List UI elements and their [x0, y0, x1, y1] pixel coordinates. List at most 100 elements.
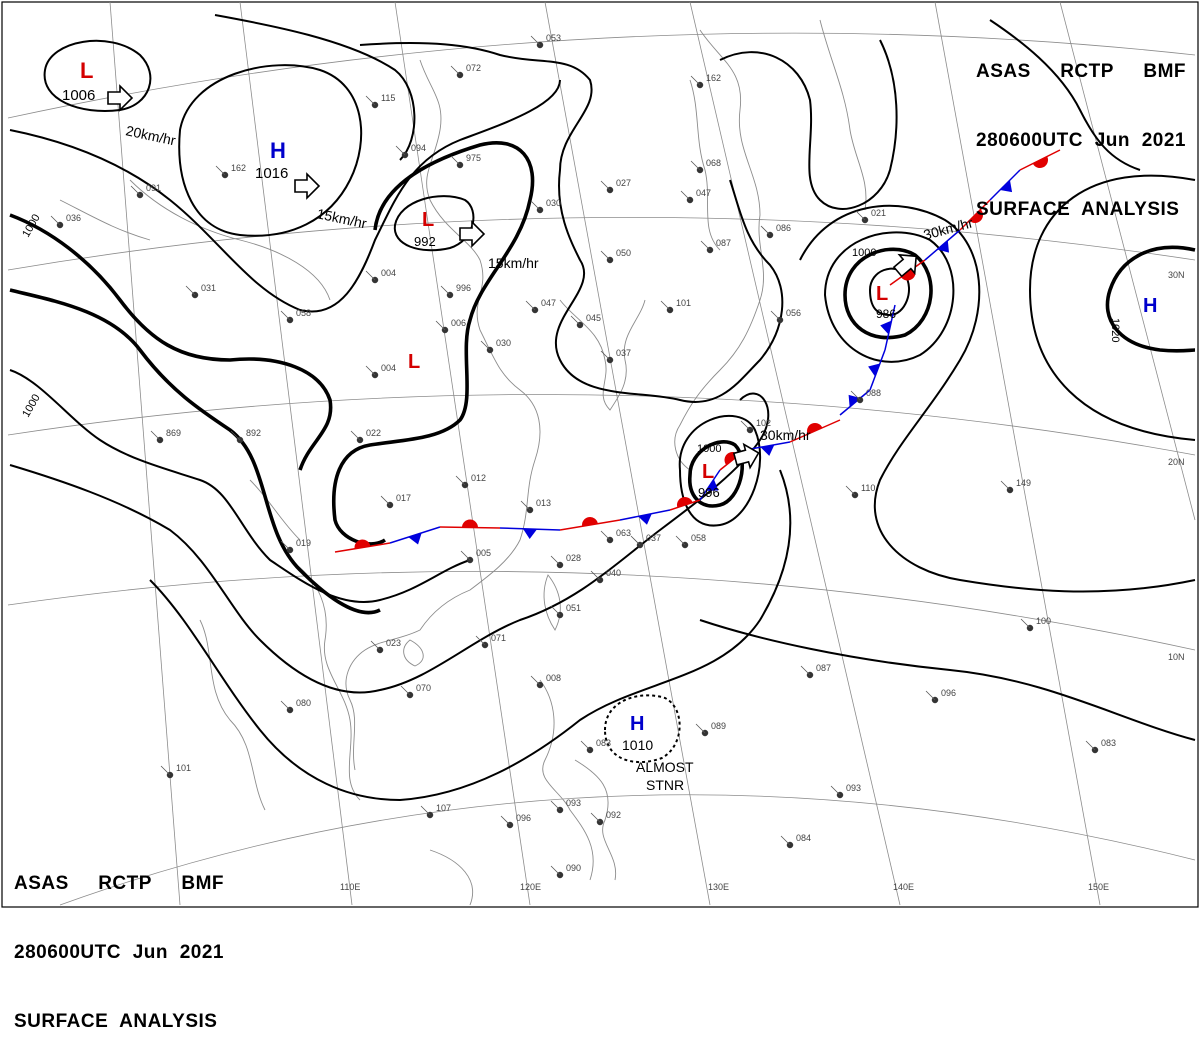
border-2	[59, 199, 151, 241]
header-title: SURFACE ANALYSIS	[14, 1011, 218, 1032]
station-pressure: 071	[491, 633, 506, 643]
wind-barb	[780, 835, 791, 846]
isobar-label-2: 1000	[20, 392, 43, 419]
station-pressure: 056	[786, 308, 801, 318]
wind-barb	[590, 812, 601, 823]
cold-front-triangle	[760, 444, 775, 456]
station-pressure: 080	[296, 698, 311, 708]
header-top-right: ASAS RCTP BMF 280600UTC Jun 2021 SURFACE ANA…	[976, 14, 1186, 244]
wind-barb	[525, 300, 536, 311]
station-plot: 115	[365, 93, 395, 109]
wind-barb	[280, 540, 291, 551]
header-agency: ASAS	[14, 873, 69, 894]
wind-barb	[280, 310, 291, 321]
station-plot: 087	[800, 663, 831, 679]
station-pressure: 022	[366, 428, 381, 438]
wind-barb	[230, 430, 241, 441]
station-pressure: 892	[246, 428, 261, 438]
station-pressure: 040	[606, 568, 621, 578]
station-plot: 162	[215, 163, 246, 179]
center-value: 1016	[255, 165, 288, 182]
coast-korea	[559, 299, 646, 411]
station-pressure: 072	[466, 63, 481, 73]
center-low-2: L 992	[414, 209, 436, 249]
lat-label-10n: 10N	[1168, 652, 1185, 662]
cold-front	[839, 304, 896, 416]
station-plot: 051	[550, 603, 581, 619]
station-plot: 090	[550, 863, 581, 879]
coastlines	[59, 19, 867, 906]
lon-label-140e: 140E	[893, 882, 914, 892]
header-station: RCTP	[1060, 61, 1114, 82]
warm-front-semicircle	[582, 517, 598, 527]
station-plot: 058	[280, 308, 311, 324]
wind-barb	[480, 340, 491, 351]
wind-barb	[435, 320, 446, 331]
lon-140e-line	[689, 1, 901, 906]
lat-30n-line	[7, 216, 1196, 271]
motion-arrow-4	[732, 442, 760, 470]
isobar-low-996-outer	[678, 414, 762, 527]
front-segment	[619, 509, 671, 521]
wind-barb	[455, 475, 466, 486]
station-plot: 017	[380, 493, 411, 509]
station-plot: 063	[600, 528, 631, 544]
center-high-1: H 1016	[255, 138, 288, 182]
warm-front-semicircle	[462, 519, 478, 528]
center-value: 1010	[622, 737, 653, 753]
isobar-high-1016	[178, 64, 363, 237]
header-bottom-left: ASAS RCTP BMF 280600UTC Jun 2021 SURFACE ANA…	[14, 826, 224, 1056]
wind-barb	[420, 805, 431, 816]
station-plot: 975	[450, 153, 481, 169]
cold-front-triangle	[868, 363, 880, 377]
station-pressure: 089	[711, 721, 726, 731]
isobar-low-1006	[43, 39, 152, 112]
motion-arrow-5	[892, 253, 918, 278]
station-pressure: 037	[646, 533, 661, 543]
lat-label-20n: 20N	[1168, 457, 1185, 467]
center-letter: L	[408, 351, 420, 373]
station-pressure: 017	[396, 493, 411, 503]
motion-label-3: 15km/hr	[488, 255, 539, 271]
station-pressure: 004	[381, 363, 396, 373]
station-pressure: 096	[516, 813, 531, 823]
center-letter: H	[630, 713, 644, 735]
isobar-1000-bold-a	[331, 141, 535, 546]
wind-barb	[800, 665, 811, 676]
station-plot: 031	[185, 283, 216, 299]
station-plot: 058	[675, 533, 706, 549]
station-plot: 086	[760, 223, 791, 239]
isobar-low-992	[393, 195, 475, 252]
station-pressure: 058	[296, 308, 311, 318]
isobar-north	[214, 14, 416, 161]
station-plot: 092	[590, 810, 621, 826]
header-code: BMF	[181, 873, 224, 894]
cold-front-triangle	[706, 479, 719, 491]
wind-barb	[400, 685, 411, 696]
warm-front-semicircle	[677, 497, 693, 508]
station-plot: 050	[600, 248, 631, 264]
header-time: 280600UTC	[14, 942, 121, 963]
center-high-2: H 1010	[622, 713, 653, 753]
station-pressure: 047	[696, 188, 711, 198]
isobar-label-1: 1000	[20, 212, 43, 239]
lat-10n-line	[7, 571, 1196, 651]
station-pressure: 996	[456, 283, 471, 293]
wind-barb	[630, 535, 641, 546]
coast-sakhalin	[819, 19, 867, 211]
wind-barb	[215, 165, 226, 176]
station-pressure: 083	[1101, 738, 1116, 748]
station-plot: 080	[280, 698, 311, 714]
station-pressure: 005	[476, 548, 491, 558]
station-pressure: 030	[546, 198, 561, 208]
station-pressure: 047	[541, 298, 556, 308]
wind-barb	[475, 635, 486, 646]
center-value: 992	[414, 234, 436, 249]
station-plot: 089	[695, 721, 726, 737]
wind-barb	[550, 865, 561, 876]
wind-barb	[365, 95, 376, 106]
wind-barb	[460, 550, 471, 561]
station-pressure: 006	[451, 318, 466, 328]
center-low-3: L	[408, 351, 420, 373]
wind-barb	[845, 485, 856, 496]
